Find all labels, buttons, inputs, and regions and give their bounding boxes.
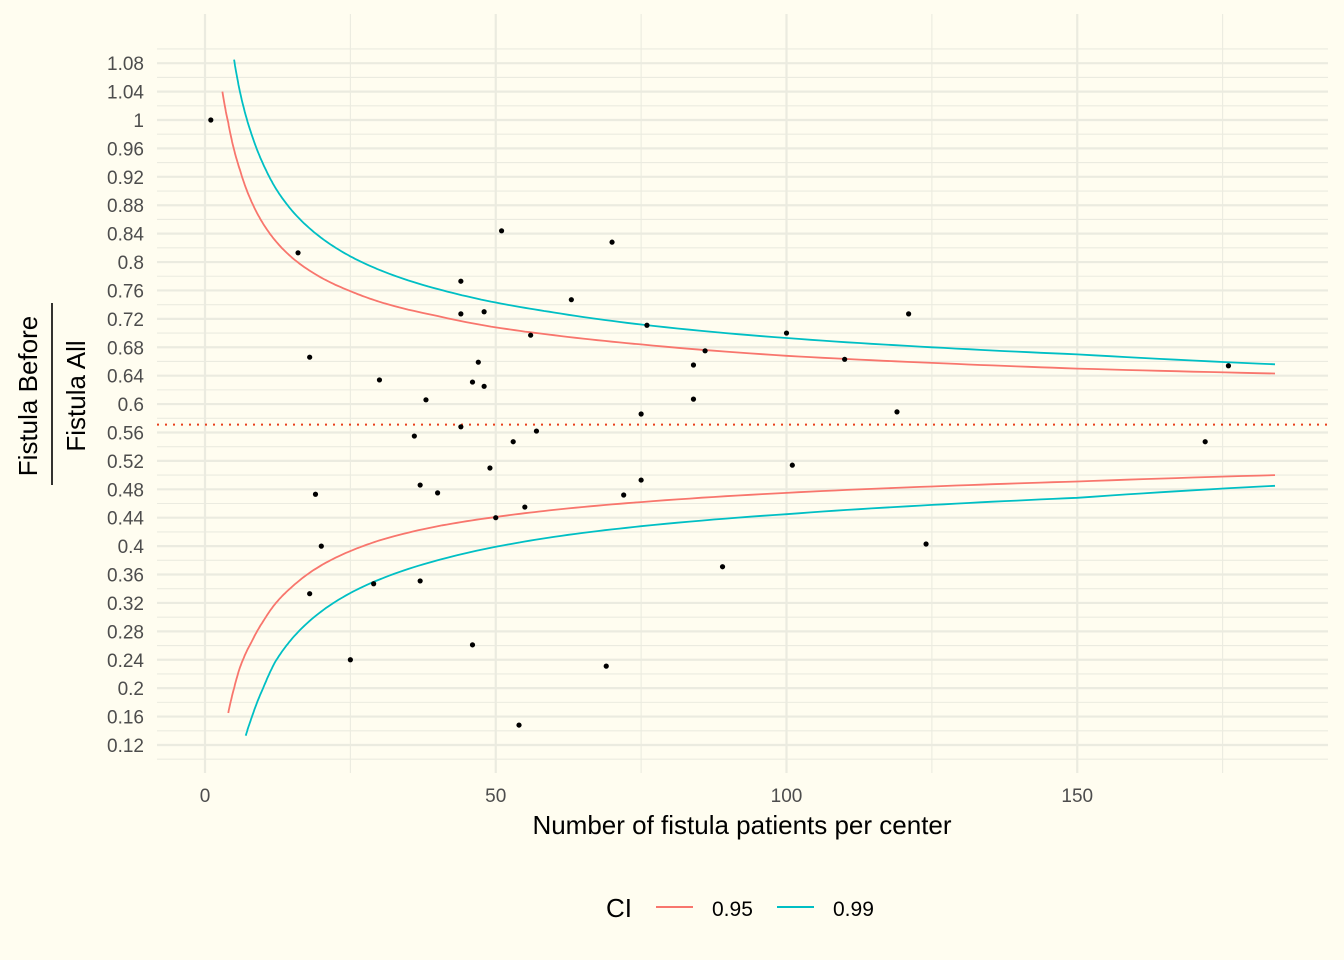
x-axis-ticks: 0 50 100 150 [200, 786, 1093, 807]
y-axis-title-denominator: Fistula All [61, 340, 91, 451]
y-tick-label: 0.28 [107, 622, 144, 643]
data-point [923, 541, 929, 547]
y-axis-title: Fistula Before Fistula All [13, 303, 91, 485]
data-point [638, 411, 644, 417]
data-point [906, 311, 912, 317]
data-point [702, 348, 708, 354]
data-point [481, 383, 487, 389]
data-point [469, 642, 476, 648]
data-point [783, 330, 790, 336]
data-point [1202, 439, 1208, 445]
y-tick-label: 0.68 [107, 338, 144, 359]
ci-099-lower-curve [244, 484, 1276, 736]
x-tick-label: 0 [200, 786, 211, 807]
data-point [411, 433, 417, 439]
y-tick-label: 0.48 [107, 480, 144, 501]
y-tick-label: 0.32 [107, 594, 144, 615]
data-point [1225, 363, 1232, 369]
y-tick-label: 1.04 [107, 83, 144, 104]
data-point [516, 722, 522, 728]
legend-title: CI [606, 893, 632, 923]
data-point [318, 543, 324, 549]
y-tick-label: 0.8 [118, 253, 144, 274]
y-tick-label: 0.64 [107, 367, 144, 388]
data-point [894, 409, 900, 415]
x-tick-label: 150 [1061, 786, 1093, 807]
y-tick-label: 0.72 [107, 310, 144, 331]
y-tick-label: 0.2 [118, 679, 144, 700]
data-point [458, 311, 464, 317]
y-axis-title-numerator: Fistula Before [13, 316, 43, 476]
data-point [208, 117, 214, 123]
data-point [458, 424, 464, 430]
data-point [493, 515, 499, 521]
y-tick-label: 0.92 [107, 168, 144, 189]
ci-curves [221, 59, 1276, 736]
y-axis-ticks: 0.12 0.16 0.2 0.24 0.28 0.32 0.36 0.4 0.44 0.48 0.… [107, 54, 144, 757]
legend-label-095: 0.95 [712, 898, 753, 921]
y-tick-label: 0.44 [107, 509, 144, 530]
y-tick-label: 1.08 [107, 54, 144, 75]
y-tick-label: 0.96 [107, 139, 144, 160]
data-point [690, 396, 697, 402]
data-point [312, 491, 319, 497]
data-point [371, 581, 377, 587]
data-point [621, 492, 627, 498]
data-point [458, 278, 464, 284]
y-tick-label: 0.52 [107, 452, 144, 473]
data-point [417, 578, 423, 584]
grid-major [157, 14, 1328, 773]
data-point [638, 477, 644, 483]
y-tick-label: 0.36 [107, 566, 144, 587]
data-point [469, 379, 476, 385]
x-tick-label: 100 [771, 786, 803, 807]
data-point [347, 657, 353, 663]
data-point [603, 663, 609, 669]
data-points [208, 117, 1232, 728]
y-tick-label: 0.24 [107, 651, 144, 672]
y-tick-label: 0.4 [118, 537, 145, 558]
data-point [376, 377, 383, 383]
data-point [475, 359, 481, 365]
data-point [295, 250, 301, 256]
data-point [842, 356, 848, 362]
legend-label-099: 0.99 [833, 898, 874, 921]
data-point [644, 322, 650, 328]
data-point [498, 228, 505, 234]
y-tick-label: 0.84 [107, 225, 144, 246]
y-tick-label: 0.12 [107, 736, 144, 757]
data-point [423, 397, 429, 403]
ci-095-upper-curve [221, 91, 1276, 375]
data-point [487, 465, 493, 471]
ci-095-lower-curve [227, 474, 1276, 714]
ci-099-upper-curve [233, 59, 1276, 366]
legend: CI 0.95 0.99 [606, 893, 874, 923]
data-point [789, 462, 795, 468]
data-point [690, 362, 697, 368]
y-tick-label: 0.6 [118, 395, 144, 416]
y-tick-label: 0.16 [107, 708, 144, 729]
data-point [719, 564, 726, 570]
data-point [533, 428, 540, 434]
x-axis-title: Number of fistula patients per center [532, 810, 951, 840]
data-point [510, 439, 516, 445]
y-tick-label: 0.88 [107, 196, 144, 217]
x-tick-label: 50 [485, 786, 506, 807]
data-point [307, 591, 313, 597]
y-tick-label: 1 [133, 111, 144, 132]
data-point [522, 504, 528, 510]
data-point [435, 490, 441, 496]
y-tick-label: 0.76 [107, 281, 144, 302]
data-point [609, 239, 615, 245]
grid-minor [157, 14, 1328, 773]
data-point [307, 354, 313, 360]
data-point [528, 332, 534, 338]
data-point [481, 309, 487, 315]
y-tick-label: 0.56 [107, 423, 144, 444]
data-point [417, 482, 423, 488]
data-point [568, 297, 574, 303]
